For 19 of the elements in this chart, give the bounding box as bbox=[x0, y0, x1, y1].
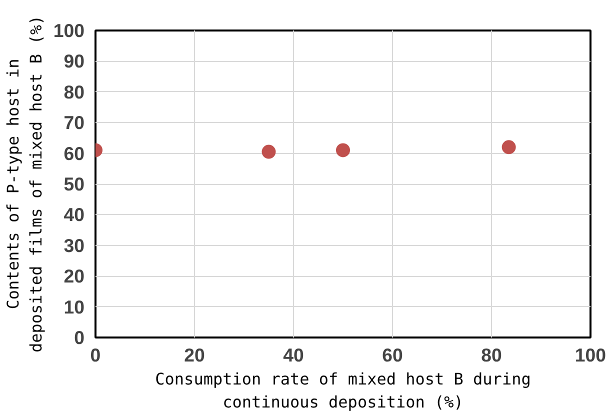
y-tick-label: 80 bbox=[64, 81, 85, 102]
x-axis-title: Consumption rate of mixed host B during continuous deposition (%) bbox=[155, 370, 531, 412]
y-tick-label: 60 bbox=[64, 142, 85, 164]
y-tick-label: 0 bbox=[74, 327, 85, 348]
x-tick-label: 40 bbox=[283, 344, 304, 366]
x-tick-label: 80 bbox=[481, 344, 502, 366]
x-tick-label: 100 bbox=[574, 344, 606, 366]
x-tick-label: 20 bbox=[184, 344, 205, 366]
y-tick-label: 20 bbox=[64, 266, 85, 287]
y-tick-label: 100 bbox=[53, 20, 85, 41]
y-tick-label: 30 bbox=[64, 234, 85, 256]
x-tick-label: 60 bbox=[382, 344, 403, 366]
y-tick-label: 90 bbox=[64, 50, 85, 72]
x-tick-label: 0 bbox=[90, 344, 101, 366]
y-tick-label: 50 bbox=[64, 174, 85, 194]
y-tick-label: 70 bbox=[64, 112, 85, 134]
y-tick-label: 40 bbox=[64, 204, 85, 226]
y-axis-title: Contents of P-type host in deposited films of mixed host B (%) bbox=[4, 15, 46, 353]
y-tick-label: 10 bbox=[64, 296, 85, 318]
